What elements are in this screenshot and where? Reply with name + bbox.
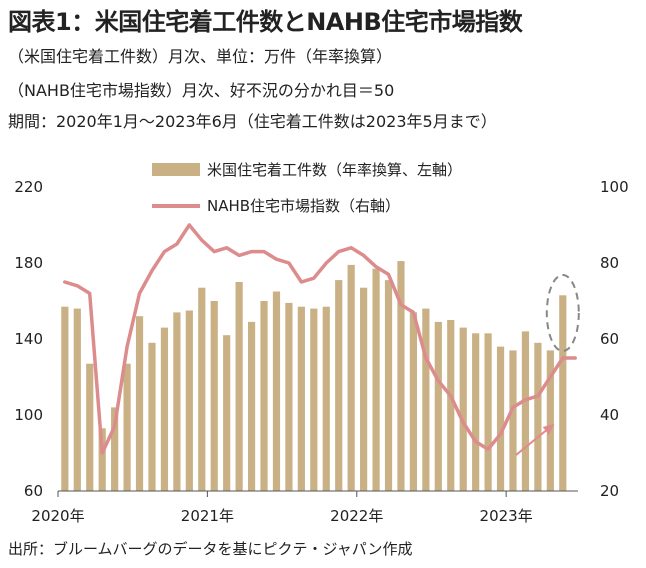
bar-housing-starts — [397, 261, 405, 491]
x-tick-label: 2020年 — [31, 507, 84, 525]
bar-housing-starts — [434, 321, 442, 491]
bar-housing-starts — [509, 350, 517, 491]
bar-housing-starts — [447, 320, 455, 491]
right-tick-label: 20 — [600, 482, 619, 500]
bar-housing-starts — [86, 363, 94, 491]
bar-housing-starts — [496, 346, 505, 491]
bar-housing-starts — [372, 268, 380, 491]
left-tick-label: 140 — [14, 330, 43, 348]
x-tick-label: 2023年 — [480, 507, 533, 525]
bar-housing-starts — [185, 310, 193, 491]
right-tick-label: 60 — [600, 330, 619, 348]
subtitle-period: 期間：2020年1月～2023年6月（住宅着工件数は2023年5月まで） — [8, 112, 497, 131]
bar-housing-starts — [409, 312, 418, 491]
bar-housing-starts — [422, 308, 430, 491]
bar-housing-starts — [61, 306, 69, 491]
annotation-ellipse — [545, 274, 580, 352]
left-tick-label: 220 — [14, 178, 43, 196]
bar-housing-starts — [73, 308, 81, 491]
bar-housing-starts — [521, 331, 530, 491]
bar-housing-starts — [384, 280, 393, 491]
bar-housing-starts — [322, 306, 330, 491]
bar-housing-starts — [260, 301, 268, 491]
bar-housing-starts — [123, 363, 131, 491]
bar-housing-starts — [285, 302, 293, 491]
bar-housing-starts — [247, 321, 256, 491]
page-title: 図表1：米国住宅着工件数とNAHB住宅市場指数 — [8, 8, 523, 36]
bar-housing-starts — [335, 280, 343, 491]
legend-swatch-bar — [152, 163, 200, 176]
x-tick-label: 2021年 — [181, 507, 234, 525]
subtitle-units-starts: （米国住宅着工件数）月次、単位：万件（年率換算） — [8, 47, 393, 66]
legend-label-starts: 米国住宅着工件数（年率換算、左軸） — [207, 161, 462, 179]
subtitle-units-nahb: （NAHB住宅市場指数）月次、好不況の分かれ目＝50 — [8, 81, 395, 100]
annotation-arrow-shaft — [515, 426, 551, 456]
bar-housing-starts — [98, 428, 106, 491]
bar-housing-starts — [310, 308, 318, 491]
bar-housing-starts — [210, 301, 218, 491]
bar-housing-starts — [111, 407, 119, 491]
bar-housing-starts — [198, 287, 206, 491]
annotation-arrow-head — [542, 424, 555, 435]
left-tick-label: 180 — [14, 254, 43, 272]
left-tick-label: 100 — [14, 406, 43, 424]
bar-housing-starts — [235, 282, 243, 491]
bar-housing-starts — [223, 335, 231, 491]
bar-housing-starts — [360, 287, 368, 491]
bar-housing-starts — [272, 291, 281, 491]
line-nahb-index — [63, 223, 577, 455]
right-tick-label: 40 — [600, 406, 619, 424]
x-tick-label: 2022年 — [330, 507, 383, 525]
bar-housing-starts — [534, 342, 542, 491]
bar-housing-starts — [173, 312, 181, 491]
bar-housing-starts — [546, 350, 554, 491]
bar-housing-starts — [484, 333, 492, 491]
right-tick-label: 80 — [600, 254, 619, 272]
left-tick-label: 60 — [24, 482, 43, 500]
bar-housing-starts — [160, 327, 169, 491]
bar-housing-starts — [472, 333, 480, 491]
bar-housing-starts — [459, 327, 467, 491]
bar-housing-starts — [559, 295, 567, 491]
legend-label-nahb: NAHB住宅市場指数（右軸） — [207, 197, 400, 215]
source-note: 出所：ブルームバーグのデータを基にピクテ・ジャパン作成 — [8, 540, 413, 558]
bar-housing-starts — [135, 316, 144, 491]
right-tick-label: 100 — [600, 178, 629, 196]
bar-housing-starts — [148, 342, 156, 491]
bar-housing-starts — [297, 306, 305, 491]
bar-housing-starts — [347, 264, 355, 491]
